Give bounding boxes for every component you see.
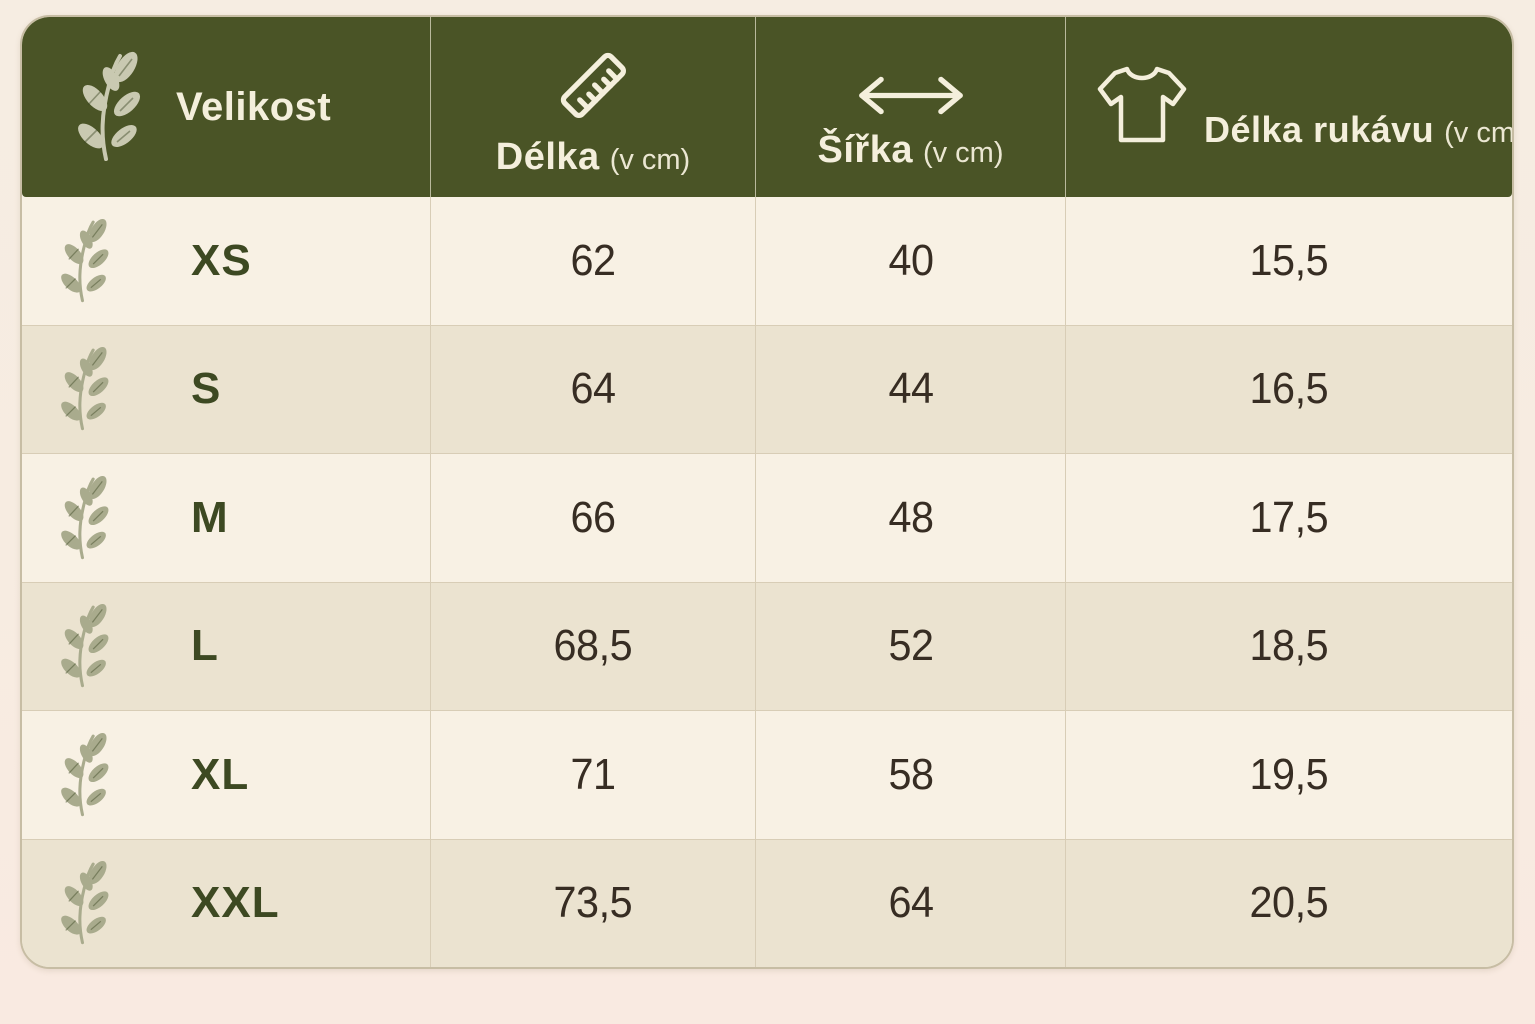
rukav-value: 15,5: [1249, 235, 1329, 285]
branch-icon: [71, 47, 146, 161]
sirka-value: 44: [887, 364, 934, 414]
branch-icon: [56, 599, 113, 688]
sirka-cell: 48: [755, 454, 1065, 582]
size-cell: L: [22, 583, 430, 711]
table-row: L 68,5 52 18,5: [22, 581, 1512, 711]
size-label: L: [191, 621, 219, 671]
delka-cell: 64: [430, 325, 755, 453]
header-cell-sirka: Šířka (v cm): [755, 17, 1065, 197]
header-label-sirka: Šířka: [817, 129, 913, 171]
rukav-value: 16,5: [1249, 364, 1329, 414]
rukav-value: 17,5: [1249, 492, 1329, 542]
header-cell-velikost: Velikost: [22, 17, 430, 197]
rukav-cell: 19,5: [1065, 711, 1512, 839]
table-row: S 64 44 16,5: [22, 324, 1512, 454]
header-label-velikost: Velikost: [176, 84, 332, 129]
delka-value: 71: [570, 749, 616, 799]
table-row: XXL 73,5 64 20,5: [22, 838, 1512, 968]
header-label-rukav: Délka rukávu: [1204, 109, 1435, 150]
tshirt-icon: [1094, 62, 1190, 148]
table-header-row: Velikost Délka (v cm) Šířka (v cm) Délka…: [22, 17, 1512, 197]
rukav-value: 18,5: [1249, 621, 1329, 671]
branch-icon: [56, 856, 113, 945]
size-cell: XL: [22, 711, 430, 839]
table-row: XS 62 40 15,5: [22, 197, 1512, 325]
branch-icon: [56, 342, 113, 431]
header-unit-rukav: (v cm): [1444, 117, 1514, 149]
size-cell: S: [22, 326, 430, 454]
sirka-value: 52: [887, 621, 934, 671]
rukav-value: 19,5: [1249, 749, 1329, 799]
table-body: XS 62 40 15,5 S 64 44 16,5 M 66 48 17,5 …: [22, 197, 1512, 967]
size-cell: XS: [22, 197, 430, 325]
width-arrow-icon: [852, 72, 970, 119]
size-cell: XXL: [22, 840, 430, 968]
delka-value: 62: [570, 235, 616, 285]
sirka-value: 58: [887, 749, 934, 799]
sirka-value: 40: [887, 235, 934, 285]
rukav-cell: 20,5: [1065, 839, 1512, 967]
delka-value: 64: [570, 364, 616, 414]
size-label: M: [191, 492, 229, 542]
delka-cell: 71: [430, 711, 755, 839]
delka-value: 66: [570, 492, 616, 542]
rukav-cell: 15,5: [1065, 197, 1512, 325]
delka-cell: 73,5: [430, 839, 755, 967]
sirka-value: 64: [887, 878, 934, 928]
size-cell: M: [22, 454, 430, 582]
sirka-cell: 52: [755, 582, 1065, 710]
sirka-cell: 58: [755, 711, 1065, 839]
header-cell-delka: Délka (v cm): [430, 17, 755, 197]
size-chart-table: Velikost Délka (v cm) Šířka (v cm) Délka…: [20, 15, 1514, 969]
delka-cell: 66: [430, 454, 755, 582]
header-cell-rukav: Délka rukávu (v cm): [1065, 17, 1514, 197]
rukav-cell: 16,5: [1065, 325, 1512, 453]
table-row: M 66 48 17,5: [22, 453, 1512, 582]
sirka-cell: 40: [755, 197, 1065, 325]
header-label-delka: Délka: [495, 135, 600, 178]
rukav-cell: 17,5: [1065, 454, 1512, 582]
sirka-cell: 44: [755, 325, 1065, 453]
size-label: S: [191, 364, 222, 414]
size-label: XS: [191, 235, 252, 285]
header-unit-delka: (v cm): [609, 143, 691, 176]
rukav-cell: 18,5: [1065, 582, 1512, 710]
branch-icon: [56, 728, 113, 816]
header-unit-sirka: (v cm): [922, 137, 1004, 169]
delka-value: 73,5: [553, 878, 633, 928]
delka-cell: 68,5: [430, 582, 755, 710]
table-row: XL 71 58 19,5: [22, 710, 1512, 839]
branch-icon: [56, 471, 113, 559]
delka-cell: 62: [430, 197, 755, 325]
size-label: XXL: [191, 878, 280, 928]
sirka-cell: 64: [755, 839, 1065, 967]
sirka-value: 48: [887, 492, 934, 542]
delka-value: 68,5: [553, 621, 633, 671]
rukav-value: 20,5: [1249, 878, 1329, 928]
ruler-icon: [552, 44, 634, 126]
size-label: XL: [191, 749, 250, 799]
branch-icon: [56, 214, 113, 302]
